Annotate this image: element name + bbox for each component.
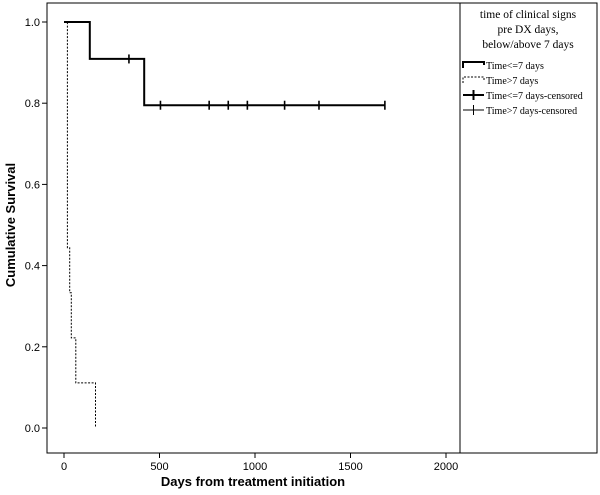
x-tick-label: 1500 — [338, 461, 362, 473]
x-axis: 0 500 1000 1500 2000 — [61, 453, 458, 473]
x-tick-label: 2000 — [434, 461, 458, 473]
x-tick-label: 500 — [150, 461, 168, 473]
plot-area — [46, 2, 461, 454]
y-tick-label: 0.8 — [25, 98, 40, 110]
legend-entry-label: Time<=7 days — [486, 61, 544, 72]
legend-title-line: time of clinical signs — [480, 9, 577, 21]
censor-layer — [128, 54, 386, 110]
y-tick-label: 1.0 — [25, 17, 40, 29]
y-tick-label: 0.4 — [25, 261, 40, 273]
x-tick-label: 1000 — [243, 461, 267, 473]
y-tick-label: 0.0 — [25, 423, 40, 435]
legend-swatch-dashed — [462, 76, 485, 83]
legend-title-line: pre DX days, — [498, 24, 559, 36]
x-axis-title: Days from treatment initiation — [161, 474, 345, 489]
legend-entry-label: Time>7 days-censored — [486, 106, 577, 117]
y-axis: 0.0 0.2 0.4 0.6 0.8 1.0 — [25, 17, 47, 435]
y-tick-label: 0.2 — [25, 342, 40, 354]
legend-entry-label: Time>7 days — [486, 76, 538, 87]
series-layer — [64, 21, 385, 428]
legend-title-line: below/above 7 days — [482, 39, 574, 51]
x-tick-label: 0 — [61, 461, 67, 473]
legend-entry-label: Time<=7 days-censored — [486, 91, 583, 102]
y-axis-title: Cumulative Survival — [3, 163, 18, 287]
series-line-time-le-7 — [64, 21, 385, 107]
series-line-time-gt-7 — [64, 21, 96, 428]
legend-box — [459, 2, 598, 454]
legend-swatch-solid — [462, 61, 485, 68]
legend: time of clinical signs pre DX days, below/… — [462, 9, 583, 117]
y-tick-label: 0.6 — [25, 179, 40, 191]
